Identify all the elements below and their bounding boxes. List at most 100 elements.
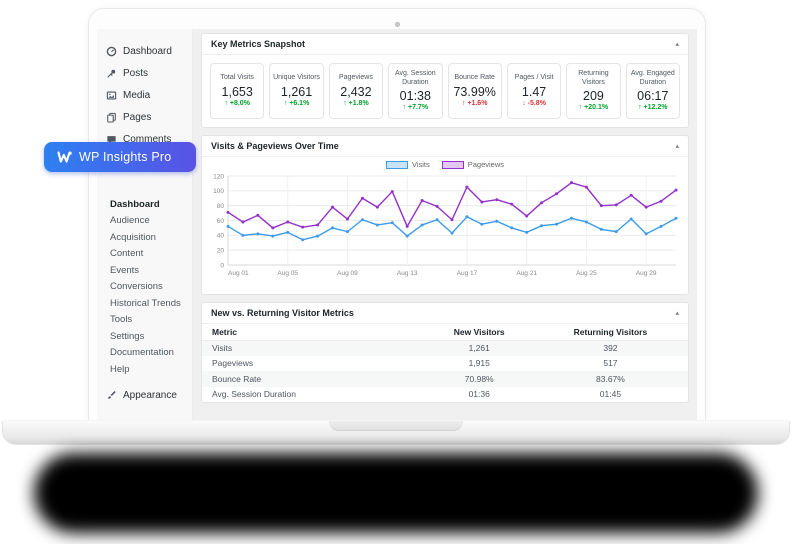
legend-item-visits[interactable]: Visits bbox=[385, 160, 430, 169]
submenu-item-settings[interactable]: Settings bbox=[110, 330, 145, 342]
wp-insights-pro-badge[interactable]: WP Insights Pro bbox=[44, 142, 196, 172]
laptop-screen: Dashboard Posts Media bbox=[88, 8, 706, 420]
plugin-submenu: Dashboard Audience Acquisition Content E… bbox=[97, 196, 192, 378]
visits-pageviews-chart: 0 20 40 60 80 100 120 Aug 01 Aug 05 Aug 09 Aug 13 A… bbox=[213, 173, 678, 277]
metric-value: 06:17 bbox=[637, 89, 669, 104]
cell-metric: Pageviews bbox=[212, 358, 254, 369]
sidebar-item-label: Media bbox=[123, 89, 151, 101]
laptop-shadow bbox=[34, 453, 758, 533]
dashboard-gauge-icon bbox=[106, 46, 117, 57]
laptop-base bbox=[2, 420, 790, 445]
cell-new-visitors: 01:36 bbox=[468, 389, 490, 400]
metric-label: Pages / Visit bbox=[514, 74, 554, 81]
metric-label: Pageviews bbox=[339, 74, 373, 81]
svg-text:120: 120 bbox=[213, 173, 224, 180]
submenu-item-events[interactable]: Events bbox=[110, 264, 140, 276]
svg-text:Aug 21: Aug 21 bbox=[516, 270, 537, 277]
table-row: Bounce Rate 70.98% 83.67% bbox=[202, 371, 688, 387]
metric-value: 209 bbox=[583, 89, 604, 104]
plugin-badge-label: WP Insights Pro bbox=[79, 150, 172, 164]
metric-label: Returning Visitors bbox=[578, 69, 609, 86]
svg-text:60: 60 bbox=[217, 218, 225, 225]
legend-swatch bbox=[441, 160, 464, 169]
metric-cards-row: Total Visits 1,653 ↑ +8.0% Unique Visito… bbox=[202, 55, 688, 127]
svg-text:Aug 13: Aug 13 bbox=[397, 270, 418, 277]
metric-delta: ↑ +8.0% bbox=[224, 100, 250, 107]
metric-delta: ↑ +1.6% bbox=[461, 100, 488, 107]
metric-card-total-visits: Total Visits 1,653 ↑ +8.0% bbox=[210, 63, 265, 119]
metric-delta: ↑ +12.2% bbox=[638, 104, 668, 112]
sidebar-item-media[interactable]: Media bbox=[97, 84, 192, 106]
metric-label: Bounce Rate bbox=[454, 74, 495, 81]
cell-returning-visitors: 83.67% bbox=[532, 371, 688, 387]
svg-text:80: 80 bbox=[217, 203, 225, 210]
submenu-item-historical-trends[interactable]: Historical Trends bbox=[110, 297, 181, 309]
cell-metric: Bounce Rate bbox=[202, 371, 426, 387]
metric-label: Total Visits bbox=[220, 74, 254, 81]
svg-text:Aug 09: Aug 09 bbox=[337, 270, 358, 277]
submenu-item-conversions[interactable]: Conversions bbox=[110, 281, 163, 293]
submenu-item-audience[interactable]: Audience bbox=[110, 215, 150, 227]
cell-metric: Avg. Session Duration bbox=[212, 389, 296, 400]
cell-returning-visitors: 01:45 bbox=[599, 389, 622, 400]
svg-text:0: 0 bbox=[220, 262, 224, 269]
sidebar-item-label: Appearance bbox=[123, 390, 177, 401]
metric-label: Avg. Engaged Duration bbox=[630, 69, 675, 86]
cell-new-visitors: 1,261 bbox=[425, 340, 533, 356]
visits-pageviews-panel: Visits & Pageviews Over Time ▴ Visits Pag… bbox=[201, 135, 689, 295]
submenu-item-help[interactable]: Help bbox=[110, 363, 130, 375]
svg-text:Aug 01: Aug 01 bbox=[228, 270, 249, 277]
sidebar-item-label: Dashboard bbox=[123, 45, 172, 57]
submenu-item-dashboard[interactable]: Dashboard bbox=[110, 198, 160, 210]
metric-value: 1,653 bbox=[221, 85, 253, 99]
svg-text:100: 100 bbox=[213, 188, 224, 195]
panel-header: Key Metrics Snapshot ▴ bbox=[202, 34, 688, 55]
collapse-toggle-icon[interactable]: ▴ bbox=[675, 309, 679, 317]
metric-value: 1.47 bbox=[521, 85, 547, 99]
cell-metric: Visits bbox=[202, 340, 426, 356]
submenu-item-tools[interactable]: Tools bbox=[110, 314, 133, 326]
legend-label: Visits bbox=[411, 160, 430, 169]
submenu-item-documentation[interactable]: Documentation bbox=[110, 347, 174, 359]
sidebar-item-dashboard[interactable]: Dashboard bbox=[97, 40, 192, 62]
submenu-item-acquisition[interactable]: Acquisition bbox=[110, 231, 156, 243]
metric-card-avg-engaged-duration: Avg. Engaged Duration 06:17 ↑ +12.2% bbox=[625, 63, 680, 119]
svg-text:20: 20 bbox=[217, 247, 225, 254]
svg-text:Aug 05: Aug 05 bbox=[277, 270, 298, 277]
legend-item-pageviews[interactable]: Pageviews bbox=[441, 160, 504, 169]
visitor-metrics-panel: New vs. Returning Visitor Metrics ▴ Metr… bbox=[201, 302, 689, 403]
panel-title: New vs. Returning Visitor Metrics bbox=[211, 308, 354, 318]
sidebar-item-posts[interactable]: Posts bbox=[97, 62, 192, 84]
cell-returning-visitors: 517 bbox=[603, 358, 618, 369]
metric-card-pages-per-visit: Pages / Visit 1.47 ↓ -5.8% bbox=[506, 63, 562, 119]
pushpin-icon bbox=[106, 68, 117, 79]
column-header-returning-visitors: Returning Visitors bbox=[532, 324, 688, 341]
metric-value: 2,432 bbox=[340, 85, 372, 99]
column-header-new-visitors: New Visitors bbox=[425, 324, 533, 341]
collapse-toggle-icon[interactable]: ▴ bbox=[675, 40, 679, 48]
sidebar-item-comments[interactable]: Comments bbox=[97, 128, 192, 150]
wp-admin-screen: Dashboard Posts Media bbox=[97, 29, 697, 420]
panel-title: Visits & Pageviews Over Time bbox=[211, 141, 339, 151]
metric-delta: ↑ +7.7% bbox=[402, 104, 429, 112]
panel-header: New vs. Returning Visitor Metrics ▴ bbox=[202, 303, 688, 324]
sidebar-item-appearance[interactable]: Appearance bbox=[97, 385, 192, 407]
panel-header: Visits & Pageviews Over Time ▴ bbox=[202, 136, 688, 157]
metric-delta: ↑ +20.1% bbox=[578, 104, 609, 112]
svg-text:Aug 25: Aug 25 bbox=[576, 270, 597, 277]
admin-sidebar: Dashboard Posts Media bbox=[97, 29, 193, 420]
media-icon bbox=[106, 90, 117, 101]
collapse-toggle-icon[interactable]: ▴ bbox=[675, 142, 679, 150]
sidebar-item-pages[interactable]: Pages bbox=[97, 106, 192, 128]
column-header-metric: Metric bbox=[202, 324, 426, 341]
submenu-item-content[interactable]: Content bbox=[110, 248, 144, 260]
wp-insights-logo-icon bbox=[57, 150, 72, 163]
metric-value: 01:38 bbox=[399, 89, 431, 104]
comments-icon bbox=[106, 134, 117, 145]
pages-icon bbox=[106, 112, 117, 123]
table-header-row: Metric New Visitors Returning Visitors bbox=[202, 324, 688, 341]
table-row: Visits 1,261 392 bbox=[202, 340, 688, 356]
cell-new-visitors: 70.98% bbox=[425, 371, 533, 387]
cell-returning-visitors: 392 bbox=[532, 340, 688, 356]
